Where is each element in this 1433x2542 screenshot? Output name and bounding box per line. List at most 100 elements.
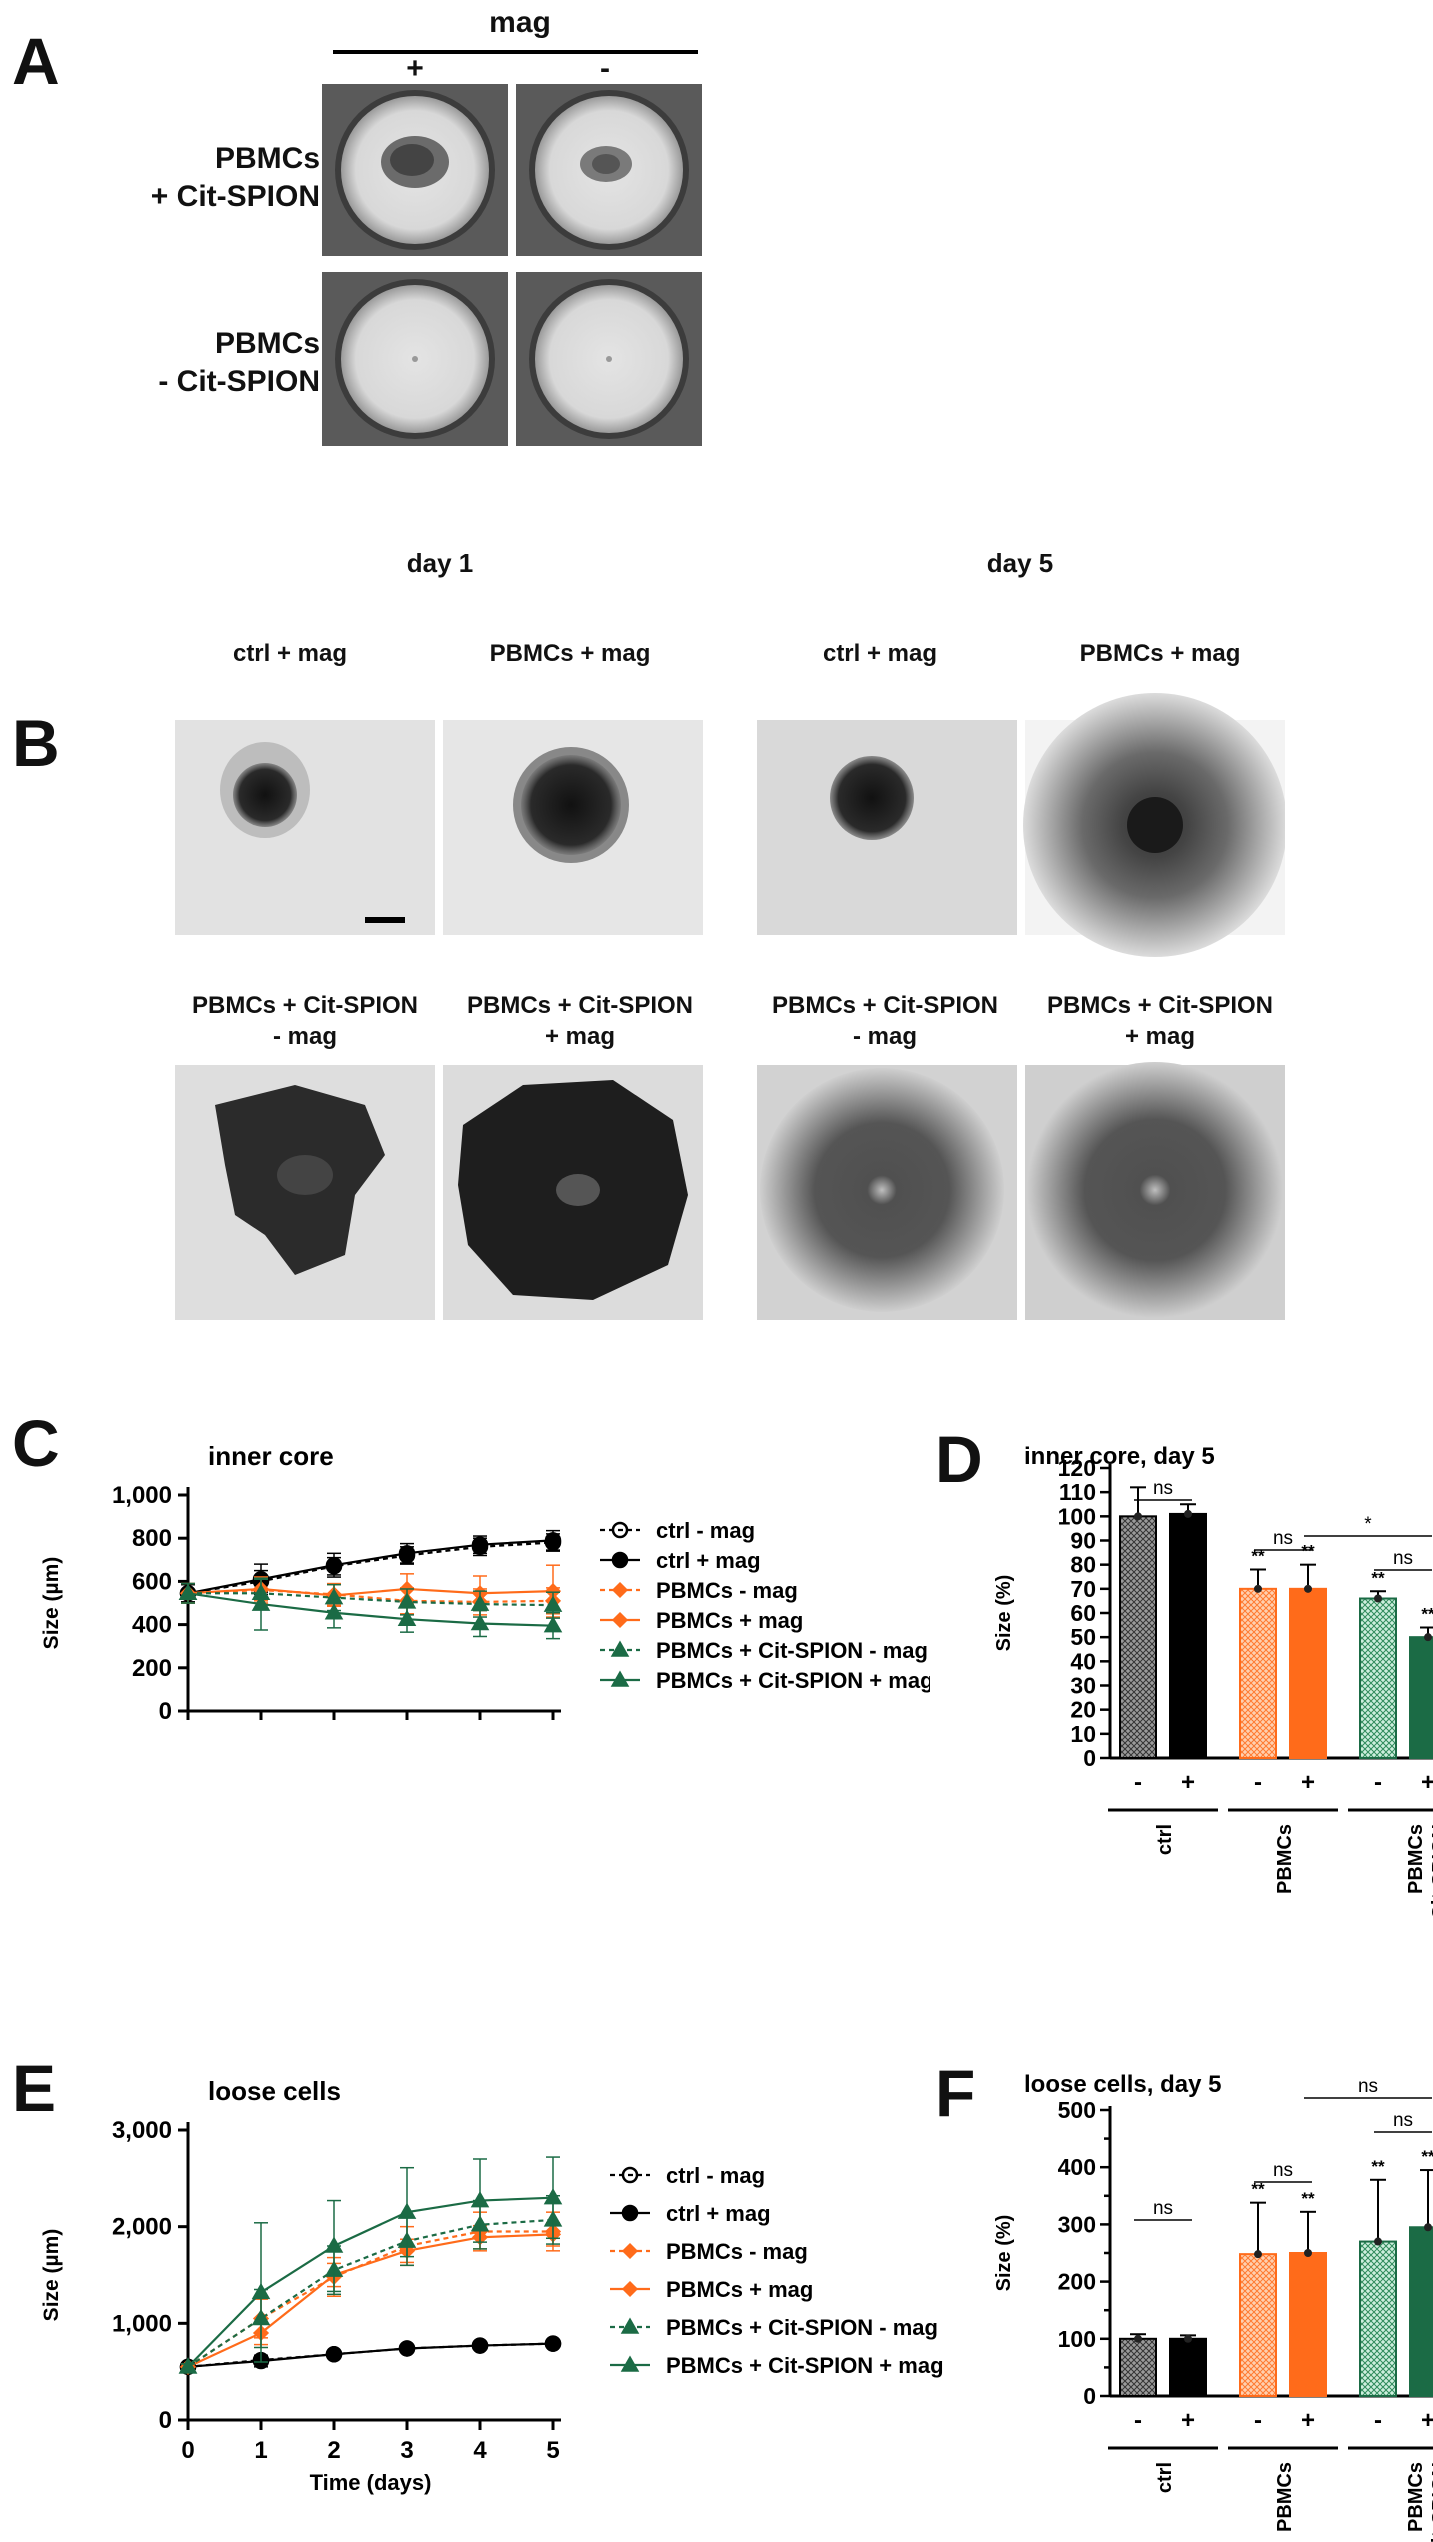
- b-bottom-label-3: PBMCs + Cit-SPION - mag: [750, 990, 1020, 1052]
- mag-sign-label: -: [1134, 1769, 1142, 1796]
- day5-label: day 5: [986, 548, 1054, 578]
- y-tick-label: 800: [132, 1525, 172, 1552]
- y-tick-label: 90: [1070, 1528, 1096, 1554]
- bar-3: **: [1239, 2180, 1277, 2397]
- data-point: [543, 1616, 563, 1633]
- legend-label: ctrl + mag: [666, 2201, 771, 2226]
- bar-2: [1169, 2334, 1207, 2397]
- chart-d: inner core, day 501020304050607080901001…: [993, 1443, 1433, 1937]
- legend-marker: [621, 2204, 639, 2222]
- series-line: [187, 1588, 554, 1604]
- significance-label: ns: [1153, 2198, 1173, 2219]
- data-point: [398, 1545, 416, 1562]
- group-label: PBMCs: [1274, 2462, 1296, 2532]
- row2-label: PBMCs - Cit-SPION: [130, 325, 320, 400]
- group-label-line: PBMCs: [1405, 2462, 1427, 2532]
- col-plus-label: +: [406, 52, 424, 85]
- legend-label: PBMCs - mag: [666, 2239, 808, 2264]
- mag-header-line: [333, 50, 698, 54]
- bar: [1239, 2253, 1277, 2397]
- series-line: [187, 2233, 554, 2368]
- legend-marker: [621, 2280, 639, 2298]
- y-tick-label: 300: [1058, 2211, 1096, 2237]
- well-photo-minus-nospion: [516, 272, 702, 446]
- row1-label-line1: PBMCs: [214, 142, 320, 175]
- y-tick-label: 0: [159, 2407, 172, 2434]
- y-tick-label: 200: [1058, 2269, 1096, 2295]
- panel-letter-f: F: [935, 2056, 976, 2130]
- b-top-label-1: ctrl + mag: [232, 640, 348, 667]
- significance-label: ns: [1393, 2110, 1413, 2131]
- b-bottom-label-2-line2: + mag: [544, 1023, 616, 1051]
- mag-sign-label: +: [1301, 1769, 1315, 1796]
- micrograph-day1-pbmc: [443, 720, 703, 935]
- group-label-line: - Cit-SPION: [1429, 2462, 1433, 2542]
- legend-marker: [610, 1670, 630, 1687]
- series-line: [187, 1587, 554, 1597]
- bar: [1409, 2226, 1433, 2397]
- y-tick-label: 2,000: [112, 2214, 172, 2241]
- panel-letter-b: B: [12, 706, 60, 780]
- y-tick-label: 0: [159, 1698, 172, 1720]
- mag-sign-label: +: [1421, 1769, 1433, 1796]
- micrograph-day1-spion-plus: [443, 1065, 703, 1320]
- legend-marker: [611, 1581, 629, 1599]
- series-line: [187, 1541, 554, 1595]
- data-point: [1374, 1594, 1382, 1603]
- mag-sign-label: +: [1181, 2407, 1195, 2434]
- chart-f: loose cells, day 5 0 100 200 300 400 500 Size (…: [993, 2071, 1433, 2542]
- data-point: [544, 2335, 562, 2352]
- series-line: [187, 2218, 554, 2368]
- data-point: [398, 2340, 416, 2357]
- panel-letter-a: A: [12, 24, 60, 98]
- micrograph-day1-spion-minus: [175, 1065, 435, 1320]
- data-point: [1424, 1633, 1432, 1642]
- significance-label: ns: [1273, 2160, 1293, 2181]
- significance-stars: **: [1301, 1542, 1315, 1561]
- bar-5: **: [1359, 1568, 1397, 1759]
- bar-3: **: [1239, 1547, 1277, 1759]
- b-bottom-label-1-line2: - mag: [272, 1023, 337, 1051]
- legend: ctrl - mag ctrl + mag PBMCs - mag PBMCs + m…: [610, 2163, 944, 2378]
- y-tick-label: 1,000: [112, 2310, 172, 2337]
- b-bottom-label-3-line1: PBMCs + Cit-SPION: [771, 992, 999, 1019]
- y-tick-label: 400: [132, 1612, 172, 1639]
- scale-bar: [365, 917, 405, 923]
- data-point: [178, 2357, 198, 2374]
- series-1: [179, 2335, 562, 2376]
- group-label-line: + Cit-SPION: [1429, 1824, 1433, 1937]
- y-tick-label: 110: [1059, 1479, 1096, 1505]
- bar-2: [1169, 1503, 1207, 1759]
- data-point: [470, 1614, 490, 1631]
- data-point: [1184, 1509, 1192, 1518]
- chart-title: loose cells, day 5: [1024, 2071, 1221, 2098]
- bar-6: **: [1409, 1605, 1433, 1760]
- bar: [1409, 1636, 1433, 1760]
- b-bottom-label-4: PBMCs + Cit-SPION + mag: [1025, 990, 1295, 1052]
- y-tick-label: 30: [1070, 1673, 1096, 1699]
- mag-sign-label: -: [1374, 2407, 1382, 2434]
- significance-stars: **: [1251, 1547, 1265, 1566]
- b-top-label-2: PBMCs + mag: [489, 640, 651, 667]
- bar: [1359, 1597, 1397, 1759]
- data-point: [251, 2282, 271, 2300]
- well-photo-grid: [322, 84, 702, 446]
- data-point: [397, 2202, 417, 2219]
- y-tick-label: 40: [1070, 1648, 1096, 1674]
- panel-letter-e: E: [12, 2051, 57, 2125]
- data-point: [324, 2236, 344, 2253]
- y-tick-label: 60: [1070, 1600, 1096, 1626]
- x-tick-label: 0: [181, 2437, 194, 2464]
- group-label-line: PBMCs: [1274, 2462, 1296, 2532]
- b-bottom-label-4-line2: + mag: [1124, 1023, 1196, 1051]
- x-tick-label: 3: [400, 2437, 413, 2464]
- legend-label: PBMCs + mag: [666, 2277, 813, 2302]
- legend-marker: [611, 1521, 629, 1539]
- y-tick-label: 0: [1083, 1745, 1096, 1771]
- panel-letter-d: D: [935, 1422, 983, 1496]
- data-point: [543, 2188, 563, 2205]
- data-point: [471, 1536, 489, 1553]
- y-tick-label: 600: [132, 1568, 172, 1595]
- data-point: [1134, 1512, 1142, 1521]
- chart-title: loose cells: [208, 2076, 341, 2106]
